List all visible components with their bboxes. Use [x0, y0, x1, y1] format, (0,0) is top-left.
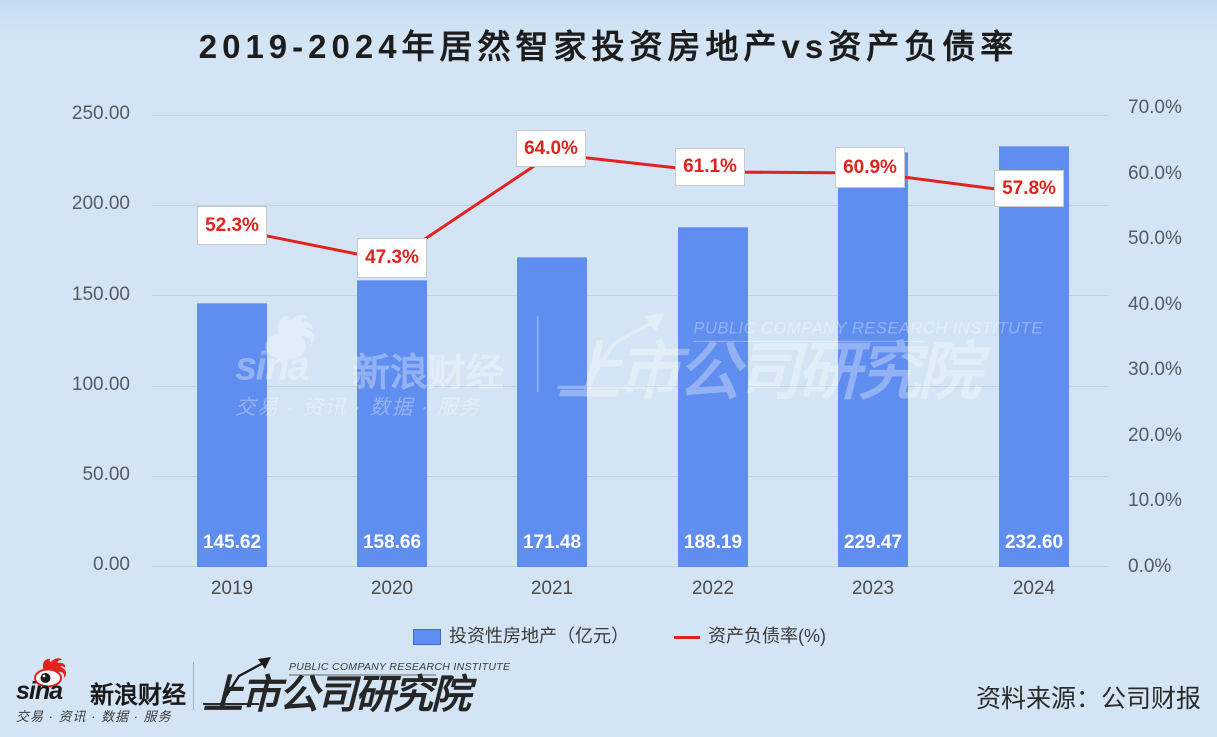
svg-text:PUBLIC COMPANY RESEARCH INSTIT: PUBLIC COMPANY RESEARCH INSTITUTE	[693, 319, 1043, 338]
svg-text:PUBLIC COMPANY RESEARCH INSTIT: PUBLIC COMPANY RESEARCH INSTITUTE	[289, 661, 511, 673]
svg-text:上市公司研究院: 上市公司研究院	[557, 338, 990, 408]
svg-text:上市公司研究院: 上市公司研究院	[203, 673, 477, 717]
